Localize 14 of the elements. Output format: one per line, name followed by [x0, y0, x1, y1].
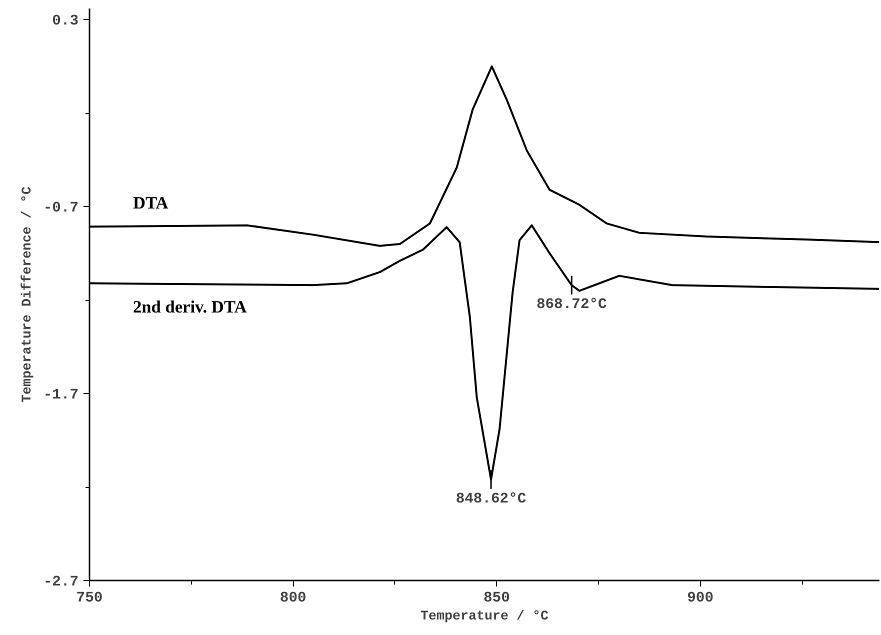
series-label: 2nd deriv. DTA	[132, 297, 248, 316]
annotation: 868.72°C	[536, 297, 608, 314]
x-tick-label: 850	[484, 590, 510, 606]
y-tick-label: -1.7	[43, 388, 79, 404]
y-tick-label: -0.7	[43, 200, 79, 217]
x-tick-label: 900	[687, 590, 714, 606]
y-tick-label: -2.7	[43, 574, 79, 590]
x-tick-label: 800	[280, 590, 306, 606]
annotation: 848.62°C	[456, 492, 526, 508]
x-tick-label: 750	[76, 590, 103, 606]
y-tick-label: 0.3	[52, 14, 79, 30]
x-axis-title: Temperature / °C	[420, 610, 548, 624]
y-axis-title: Temperature Difference / °C	[20, 186, 36, 402]
series-label: DTA	[132, 194, 169, 213]
